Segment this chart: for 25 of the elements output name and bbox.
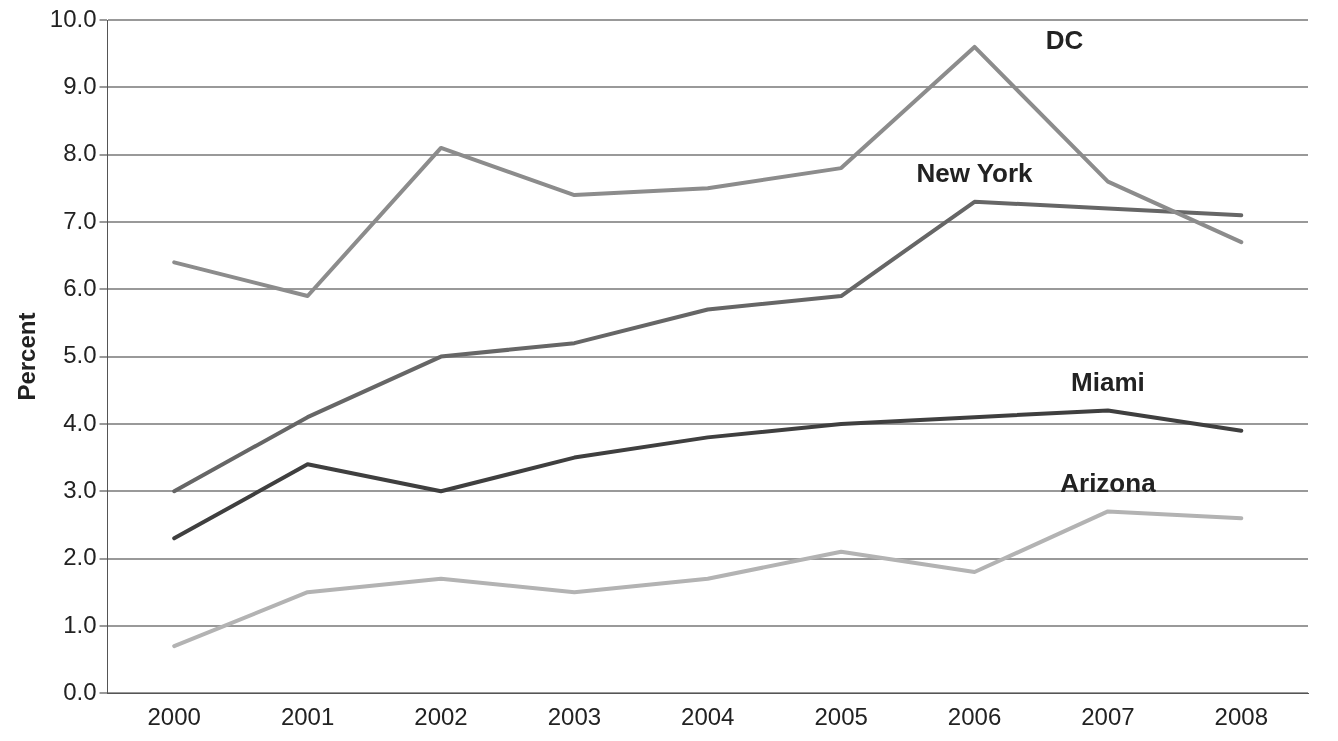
x-tick-label: 2002 <box>414 703 468 731</box>
y-tick-label: 3.0 <box>63 475 97 503</box>
series-label: Arizona <box>1060 467 1157 498</box>
y-tick-label: 2.0 <box>63 543 97 571</box>
series-label: DC <box>1045 25 1084 56</box>
x-tick-label: 2008 <box>1214 703 1268 731</box>
y-tick-label: 1.0 <box>63 610 97 638</box>
y-tick-label: 6.0 <box>63 273 97 301</box>
y-tick-label: 7.0 <box>63 206 97 234</box>
y-tick-label: 0.0 <box>63 677 97 705</box>
y-tick-label: 10.0 <box>49 4 97 32</box>
series-label: New York <box>916 157 1034 188</box>
x-tick-label: 2005 <box>814 703 868 731</box>
series-label: Miami <box>1071 366 1145 397</box>
x-tick-label: 2007 <box>1081 703 1135 731</box>
x-tick-label: 2004 <box>681 703 735 731</box>
y-tick-label: 4.0 <box>63 408 97 436</box>
y-tick-label: 9.0 <box>63 71 97 99</box>
y-axis-title: Percent <box>13 312 41 401</box>
x-tick-label: 2003 <box>547 703 602 731</box>
y-tick-label: 5.0 <box>63 341 97 369</box>
y-tick-label: 8.0 <box>63 139 97 167</box>
x-tick-label: 2001 <box>280 703 335 731</box>
x-tick-label: 2000 <box>147 703 201 731</box>
x-tick-label: 2006 <box>947 703 1002 731</box>
